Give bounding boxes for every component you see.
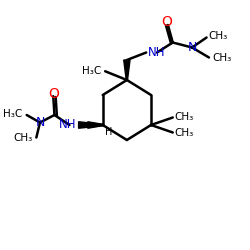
Text: NH: NH [148, 46, 165, 59]
Polygon shape [78, 122, 103, 128]
Polygon shape [124, 60, 130, 80]
Text: CH₃: CH₃ [212, 53, 231, 63]
Text: CH₃: CH₃ [175, 128, 194, 138]
Text: H₃C: H₃C [82, 66, 102, 76]
Text: CH₃: CH₃ [208, 31, 228, 41]
Text: NH: NH [59, 118, 76, 132]
Text: N: N [35, 116, 45, 129]
Text: N: N [188, 41, 197, 54]
Polygon shape [88, 122, 103, 128]
Text: O: O [48, 87, 59, 101]
Text: H₃C: H₃C [2, 109, 22, 119]
Text: CH₃: CH₃ [175, 112, 194, 122]
Text: CH₃: CH₃ [14, 133, 33, 143]
Text: H: H [105, 127, 112, 137]
Text: O: O [161, 16, 172, 30]
